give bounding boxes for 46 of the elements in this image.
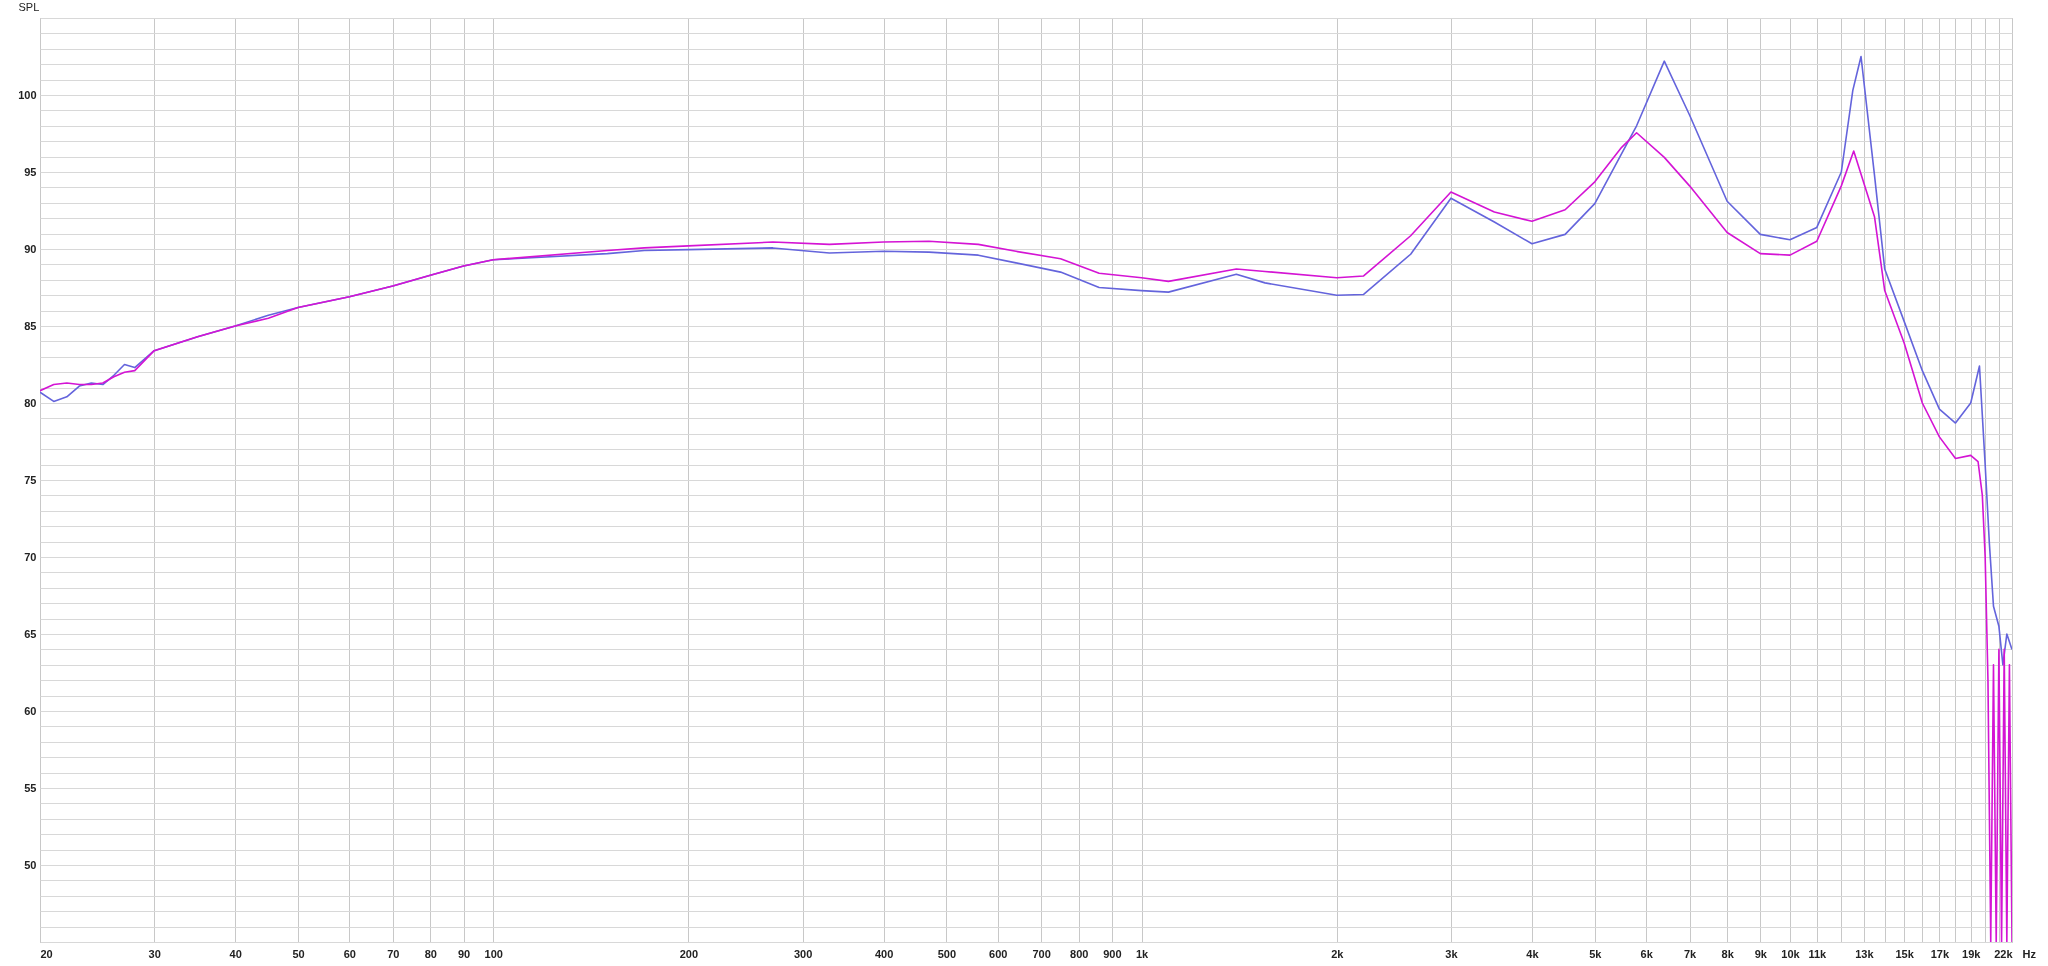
x-tick-label: 2k <box>1331 947 1345 960</box>
x-tick-label: 13k <box>1855 947 1875 960</box>
y-tick-label: 55 <box>24 781 37 794</box>
x-tick-label: 70 <box>387 947 400 960</box>
x-tick-label: 6k <box>1640 947 1654 960</box>
x-tick-label: 5k <box>1589 947 1603 960</box>
x-tick-label: 20 <box>40 947 53 960</box>
x-tick-label: 500 <box>937 947 957 960</box>
x-tick-label: 10k <box>1781 947 1801 960</box>
y-tick-label: 75 <box>24 473 37 486</box>
y-tick-label: 60 <box>24 704 37 717</box>
x-tick-label: 22k <box>1994 947 2014 960</box>
x-tick-label: 1k <box>1135 947 1150 960</box>
x-tick-label: 300 <box>793 947 813 960</box>
x-tick-label: 4k <box>1526 947 1540 960</box>
x-tick-label: 50 <box>292 947 305 960</box>
y-axis-title: SPL <box>18 0 40 13</box>
x-tick-label: 19k <box>1962 947 1982 960</box>
y-tick-label: 70 <box>24 550 37 563</box>
x-tick-label: 9k <box>1754 947 1768 960</box>
x-tick-label: 600 <box>989 947 1008 960</box>
y-tick-label: 95 <box>24 165 37 178</box>
x-tick-label: 700 <box>1032 947 1051 960</box>
x-tick-label: 90 <box>457 947 471 960</box>
y-tick-label: 90 <box>24 242 37 255</box>
x-tick-label: 60 <box>343 947 356 960</box>
x-tick-label: 100 <box>484 947 503 960</box>
x-tick-label: 11k <box>1808 947 1828 960</box>
x-tick-label: 900 <box>1103 947 1122 960</box>
x-tick-label: 7k <box>1683 947 1698 960</box>
x-tick-label: 3k <box>1445 947 1459 960</box>
y-tick-label: 85 <box>24 319 37 332</box>
y-tick-label: 80 <box>24 396 37 409</box>
x-tick-label: 8k <box>1721 947 1735 960</box>
x-tick-label: 40 <box>229 947 242 960</box>
x-tick-label: 17k <box>1930 947 1950 960</box>
x-tick-label: 80 <box>424 947 437 960</box>
y-tick-label: 50 <box>24 858 37 871</box>
x-tick-label: 400 <box>874 947 894 960</box>
x-tick-label: 200 <box>679 947 699 960</box>
y-tick-label: 65 <box>24 627 37 640</box>
x-tick-label: 800 <box>1070 947 1089 960</box>
x-tick-label: 30 <box>148 947 161 960</box>
x-tick-label: 15k <box>1895 947 1915 960</box>
y-tick-label: 100 <box>18 88 37 101</box>
x-axis-title: Hz <box>2022 947 2037 960</box>
